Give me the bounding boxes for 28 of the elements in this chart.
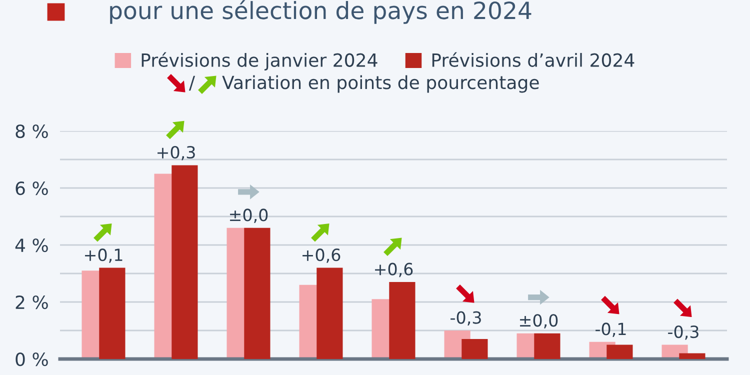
bar bbox=[679, 353, 706, 359]
annotation: ±0,0 bbox=[230, 208, 268, 223]
annotation: +0,3 bbox=[158, 146, 195, 160]
bar bbox=[389, 282, 416, 359]
annotation: +0,6 bbox=[302, 248, 340, 263]
y-tick-label: 4 % bbox=[15, 238, 48, 252]
annotation: +0,6 bbox=[375, 262, 413, 278]
y-tick-label: 0 % bbox=[16, 352, 48, 366]
bar bbox=[534, 333, 560, 359]
bar bbox=[244, 228, 270, 359]
y-tick-label: 6 % bbox=[16, 181, 48, 196]
y-tick-label: 2 % bbox=[16, 295, 48, 310]
text: / bbox=[188, 76, 196, 91]
annotation: -0,1 bbox=[596, 322, 626, 337]
bar bbox=[606, 344, 633, 359]
y-tick-label: 8 % bbox=[16, 124, 48, 138]
annotation: -0,3 bbox=[450, 311, 481, 326]
bar bbox=[462, 339, 488, 359]
text: Variation en points de pourcentage bbox=[222, 75, 539, 93]
annotation: ±0,0 bbox=[520, 314, 558, 328]
bar bbox=[172, 165, 198, 359]
bar bbox=[316, 268, 343, 359]
legend-label: Prévisions d’avril 2024 bbox=[432, 52, 634, 67]
chart-title: pour une sélection de pays en 2024 bbox=[110, 0, 532, 24]
bar bbox=[99, 268, 126, 359]
annotation: -0,3 bbox=[668, 325, 698, 340]
annotation: +0,1 bbox=[85, 248, 122, 263]
legend-label: Prévisions de janvier 2024 bbox=[142, 52, 378, 70]
